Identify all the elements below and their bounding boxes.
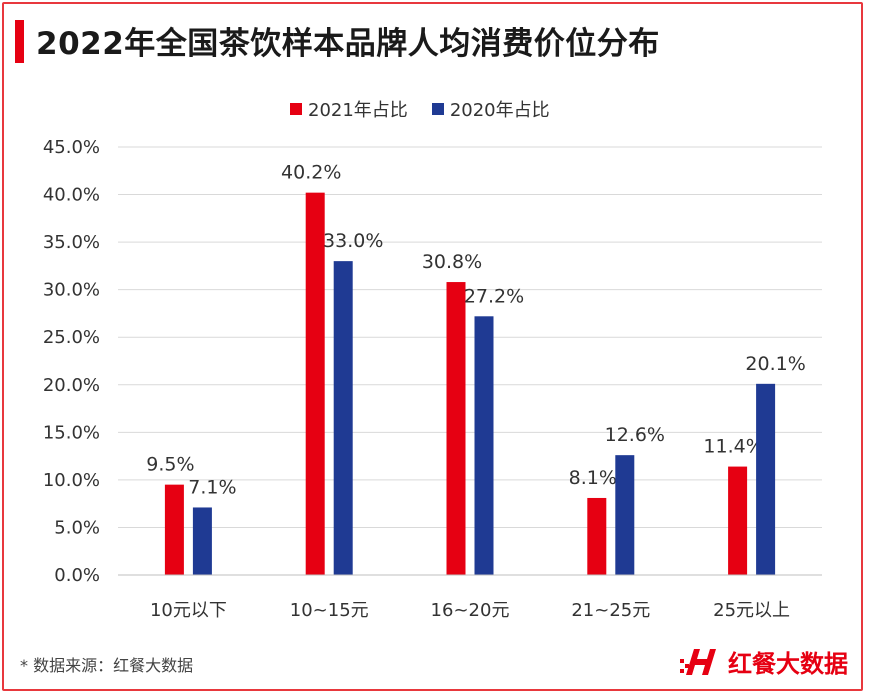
data-label: 33.0% (323, 230, 383, 252)
bar (587, 497, 607, 575)
y-tick-label: 25.0% (43, 327, 100, 348)
legend-item-2020: 2020年占比 (431, 96, 550, 122)
legend: 2021年占比 2020年占比 (290, 96, 550, 122)
bar (164, 484, 184, 575)
chart-title: 2022年全国茶饮样本品牌人均消费价位分布 (36, 26, 660, 62)
bar (305, 192, 325, 576)
bar (728, 466, 748, 575)
hongcan-h-logo-icon (680, 648, 716, 675)
data-label: 12.6% (605, 424, 665, 446)
brand-mark: 红餐大数据 (678, 644, 848, 679)
bar (192, 507, 212, 575)
chart-frame (2, 2, 863, 691)
legend-item-2021: 2021年占比 (290, 96, 408, 122)
y-tick-label: 35.0% (43, 232, 100, 253)
data-label: 20.1% (745, 353, 805, 375)
y-tick-label: 30.0% (43, 280, 100, 301)
y-tick-label: 40.0% (43, 185, 100, 206)
y-tick-label: 0.0% (54, 565, 100, 586)
data-label: 27.2% (464, 285, 524, 307)
bar (756, 383, 776, 575)
x-tick-label: 16~20元 (431, 600, 510, 621)
data-label: 8.1% (569, 467, 617, 489)
source-note: * 数据来源：红餐大数据 (20, 656, 194, 675)
bar (615, 455, 635, 575)
legend-swatch-2021 (290, 103, 302, 115)
data-label: 30.8% (422, 251, 482, 273)
bar (333, 261, 353, 575)
x-tick-label: 21~25元 (571, 600, 650, 621)
bar (474, 316, 494, 575)
y-tick-label: 15.0% (43, 422, 100, 443)
y-tick-label: 10.0% (43, 470, 100, 491)
data-label: 11.4% (703, 436, 763, 458)
x-tick-label: 25元以上 (713, 600, 790, 621)
title-accent-bar (15, 20, 24, 63)
data-label: 40.2% (281, 162, 341, 184)
brand-name: 红餐大数据 (728, 650, 848, 678)
data-label: 7.1% (188, 476, 236, 498)
data-label: 9.5% (146, 454, 194, 476)
bar (446, 282, 466, 575)
y-tick-label: 20.0% (43, 375, 100, 396)
y-tick-label: 5.0% (54, 517, 100, 538)
x-tick-label: 10~15元 (290, 600, 369, 621)
legend-label-2020: 2020年占比 (449, 100, 550, 121)
y-tick-label: 45.0% (43, 137, 100, 158)
legend-swatch-2020 (431, 103, 444, 115)
x-tick-label: 10元以下 (150, 600, 227, 621)
legend-label-2021: 2021年占比 (308, 100, 408, 121)
